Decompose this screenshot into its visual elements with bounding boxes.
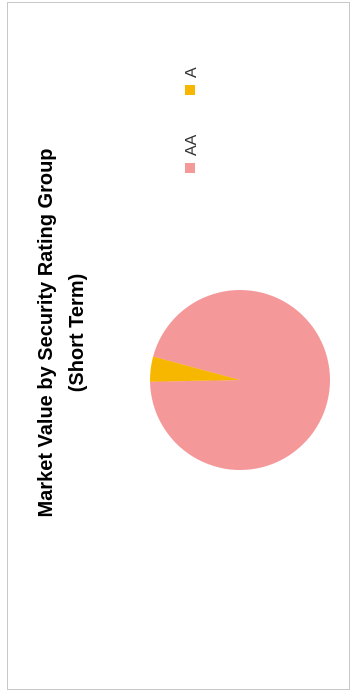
legend: AAA <box>183 67 200 173</box>
pie-slice-a <box>150 356 240 382</box>
pie-slice-aa <box>150 289 331 470</box>
legend-item-a: A <box>183 67 200 95</box>
legend-swatch-a <box>185 85 195 95</box>
legend-label-a: A <box>183 67 200 78</box>
chart-title: Market Value by Security Rating Group <box>35 149 57 518</box>
legend-label-aa: AA <box>183 134 200 156</box>
chart-subtitle: (Short Term) <box>66 274 88 393</box>
legend-swatch-aa <box>185 163 195 173</box>
pie-slices <box>150 289 331 470</box>
legend-item-aa: AA <box>183 134 200 173</box>
